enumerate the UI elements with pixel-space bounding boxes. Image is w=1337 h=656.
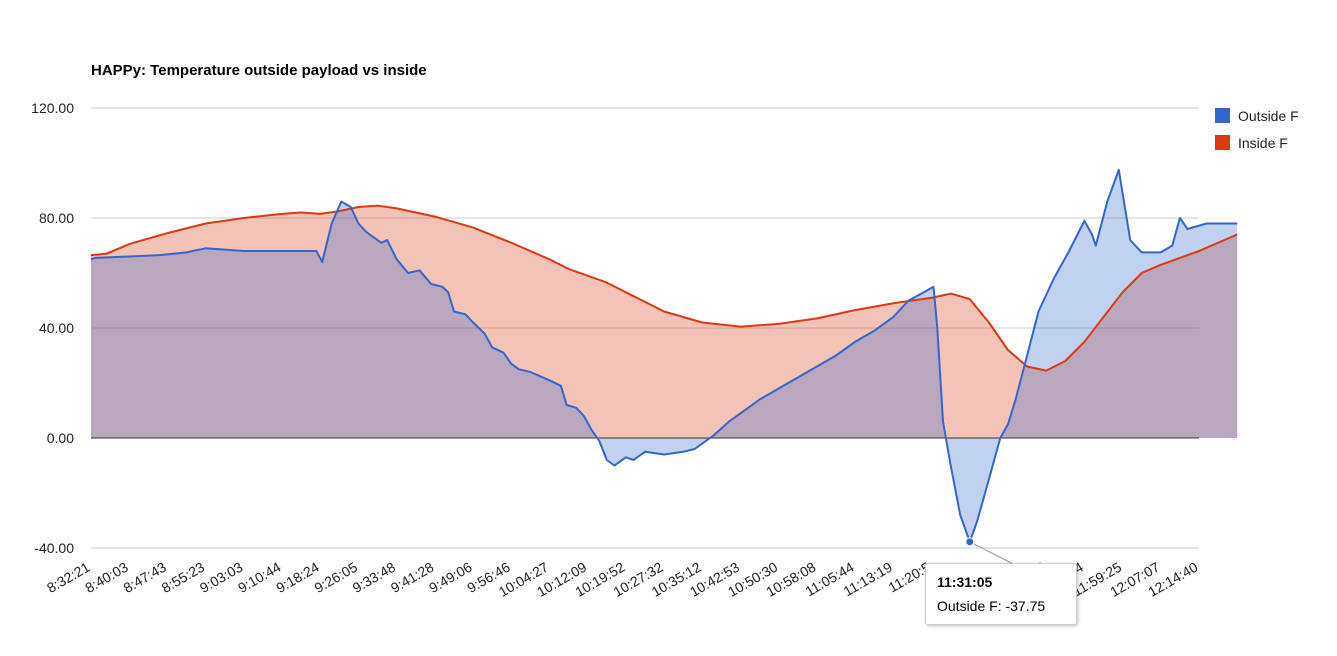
legend-label-outside: Outside F [1238,107,1299,124]
y-tick-label: 0.00 [47,430,74,446]
x-tick-label: 8:40:03 [82,559,131,596]
x-tick-label: 8:47:43 [120,559,169,596]
x-tick-label: 9:49:06 [426,559,475,596]
tooltip-title: 11:31:05 [937,574,993,590]
series-line-inside [90,204,1238,372]
y-tick-label: -40.00 [34,540,74,556]
legend-label-inside: Inside F [1238,134,1288,151]
legend-swatch-inside [1215,135,1230,150]
tooltip-value: Outside F: -37.75 [937,598,1046,614]
legend: Outside F Inside F [1215,106,1299,160]
tooltip: 11:31:05 Outside F: -37.75 [925,563,1077,625]
x-tick-label: 8:55:23 [159,559,208,596]
x-tick-label: 9:41:28 [388,559,437,596]
chart-title: HAPPy: Temperature outside payload vs in… [91,62,427,79]
legend-item-outside[interactable]: Outside F [1215,106,1299,125]
y-tick-label: 40.00 [39,320,74,336]
x-tick-label: 9:26:05 [311,559,360,596]
legend-swatch-outside [1215,108,1230,123]
x-tick-label: 9:18:24 [273,559,322,596]
legend-item-inside[interactable]: Inside F [1215,133,1299,152]
series-area-inside [91,205,1238,438]
x-tick-label: 8:32:21 [44,559,93,596]
series-area-outside [91,169,1238,542]
x-tick-label: 9:33:48 [350,559,399,596]
y-tick-label: 120.00 [31,100,74,116]
x-tick-label: 9:03:03 [197,559,246,596]
x-tick-label: 9:10:44 [235,559,284,596]
tooltip-pointer [969,541,1016,566]
y-tick-label: 80.00 [39,210,74,226]
highlight-point [965,537,975,547]
series-line-outside [90,168,1238,543]
